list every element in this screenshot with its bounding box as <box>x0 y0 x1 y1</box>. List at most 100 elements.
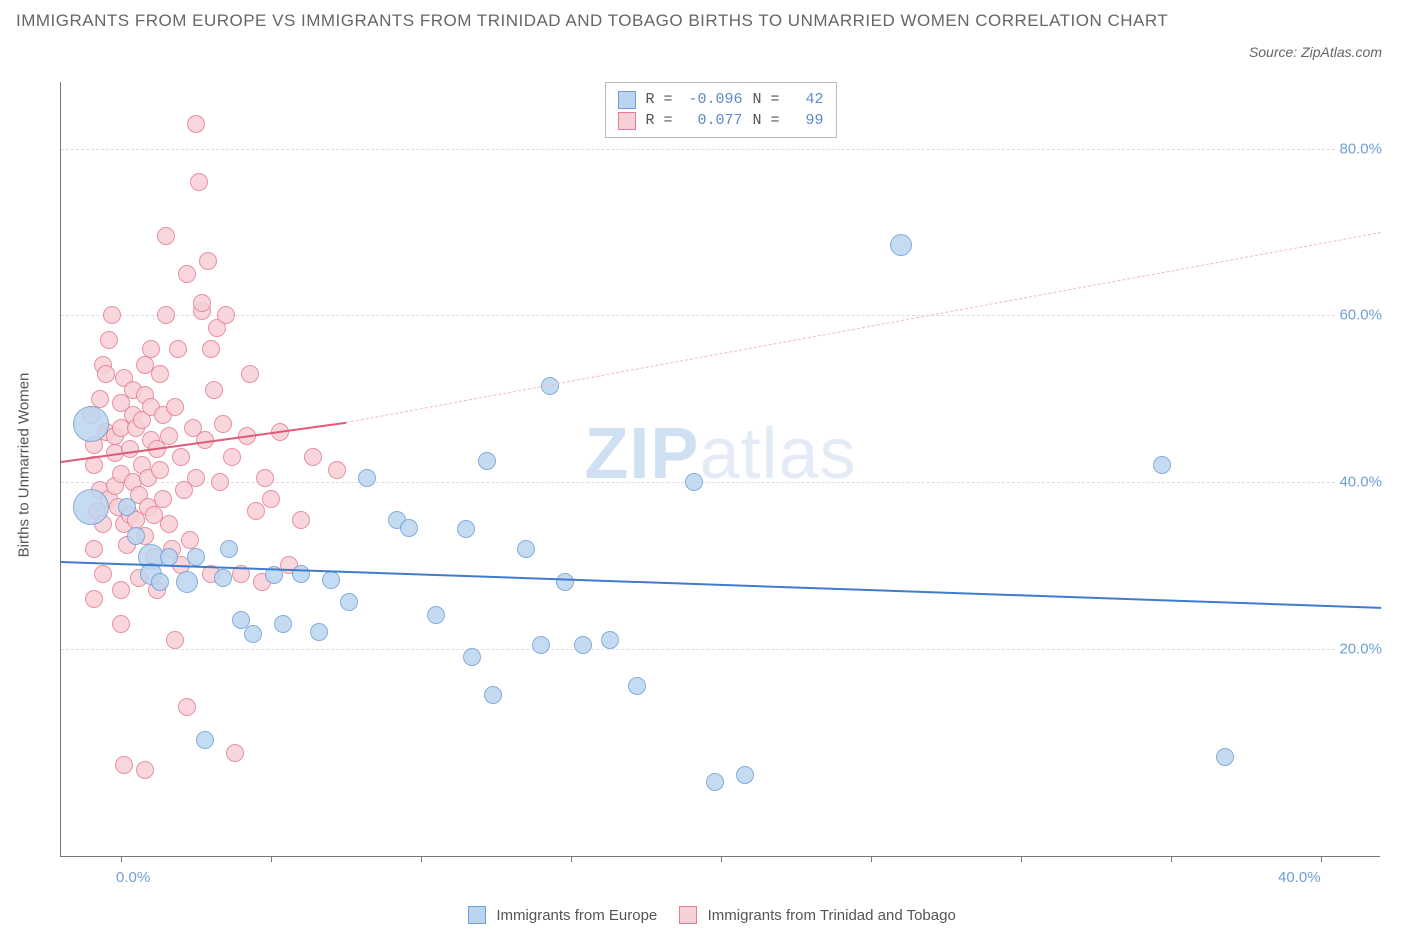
legend-n-label: N = <box>753 89 780 110</box>
scatter-point-b <box>94 565 112 583</box>
scatter-point-b <box>103 306 121 324</box>
scatter-point-b <box>85 540 103 558</box>
scatter-point-b <box>205 381 223 399</box>
scatter-point-b <box>202 340 220 358</box>
scatter-point-a <box>628 677 646 695</box>
legend-stats-row-b: R = 0.077 N = 99 <box>617 110 823 131</box>
scatter-point-b <box>190 173 208 191</box>
scatter-point-a <box>601 631 619 649</box>
scatter-point-b <box>178 698 196 716</box>
swatch-series-a <box>617 91 635 109</box>
legend-n-value-a: 42 <box>790 89 824 110</box>
scatter-point-b <box>211 473 229 491</box>
scatter-point-b <box>187 115 205 133</box>
scatter-point-a <box>176 571 198 593</box>
scatter-point-a <box>73 406 109 442</box>
legend-series: Immigrants from Europe Immigrants from T… <box>0 906 1406 924</box>
scatter-point-b <box>112 615 130 633</box>
scatter-point-a <box>220 540 238 558</box>
scatter-point-b <box>223 448 241 466</box>
scatter-point-a <box>292 565 310 583</box>
scatter-point-a <box>151 573 169 591</box>
scatter-point-a <box>478 452 496 470</box>
scatter-point-b <box>226 744 244 762</box>
legend-n-value-b: 99 <box>790 110 824 131</box>
x-tick-mark <box>721 856 722 862</box>
scatter-point-b <box>328 461 346 479</box>
scatter-point-a <box>484 686 502 704</box>
x-tick-mark <box>271 856 272 862</box>
legend-label-a: Immigrants from Europe <box>496 907 657 924</box>
scatter-point-b <box>154 490 172 508</box>
scatter-point-b <box>241 365 259 383</box>
scatter-point-a <box>160 548 178 566</box>
scatter-point-b <box>169 340 187 358</box>
legend-stats-row-a: R = -0.096 N = 42 <box>617 89 823 110</box>
scatter-point-a <box>556 573 574 591</box>
scatter-point-b <box>121 440 139 458</box>
x-tick-mark <box>1321 856 1322 862</box>
scatter-point-b <box>187 469 205 487</box>
scatter-point-b <box>100 331 118 349</box>
scatter-point-b <box>151 461 169 479</box>
swatch-series-b <box>617 112 635 130</box>
legend-r-value-a: -0.096 <box>683 89 743 110</box>
scatter-point-a <box>310 623 328 641</box>
scatter-point-a <box>1216 748 1234 766</box>
scatter-point-b <box>136 761 154 779</box>
scatter-point-a <box>517 540 535 558</box>
scatter-point-b <box>262 490 280 508</box>
scatter-point-a <box>457 520 475 538</box>
scatter-point-a <box>427 606 445 624</box>
y-tick-label: 80.0% <box>1335 140 1386 157</box>
y-tick-label: 40.0% <box>1335 474 1386 491</box>
scatter-point-b <box>166 398 184 416</box>
scatter-point-a <box>274 615 292 633</box>
scatter-point-b <box>172 448 190 466</box>
legend-r-value-b: 0.077 <box>683 110 743 131</box>
scatter-point-b <box>112 581 130 599</box>
y-tick-label: 20.0% <box>1335 640 1386 657</box>
scatter-point-b <box>85 590 103 608</box>
scatter-point-b <box>181 531 199 549</box>
scatter-point-a <box>73 489 109 525</box>
scatter-point-a <box>214 569 232 587</box>
scatter-point-b <box>247 502 265 520</box>
x-tick-mark <box>1021 856 1022 862</box>
x-tick-label-max: 40.0% <box>1278 869 1321 886</box>
swatch-series-b <box>679 906 697 924</box>
plot-area: ZIPatlas R = -0.096 N = 42 R = 0.077 N =… <box>60 82 1380 857</box>
scatter-point-b <box>292 511 310 529</box>
scatter-point-b <box>97 365 115 383</box>
scatter-point-a <box>358 469 376 487</box>
scatter-point-a <box>706 773 724 791</box>
scatter-point-a <box>736 766 754 784</box>
scatter-point-a <box>890 234 912 256</box>
gridline <box>61 315 1380 316</box>
x-tick-label-min: 0.0% <box>116 869 150 886</box>
scatter-point-b <box>256 469 274 487</box>
trendline-b-dash <box>346 232 1381 423</box>
x-tick-mark <box>121 856 122 862</box>
scatter-point-b <box>166 631 184 649</box>
scatter-point-b <box>160 515 178 533</box>
source-credit: Source: ZipAtlas.com <box>1249 44 1382 60</box>
scatter-point-a <box>400 519 418 537</box>
x-tick-mark <box>1171 856 1172 862</box>
y-axis-label: Births to Unmarried Women <box>16 373 33 558</box>
scatter-point-b <box>151 365 169 383</box>
scatter-point-a <box>187 548 205 566</box>
y-tick-label: 60.0% <box>1335 307 1386 324</box>
scatter-point-a <box>196 731 214 749</box>
scatter-point-a <box>322 571 340 589</box>
scatter-point-a <box>463 648 481 666</box>
chart-container: IMMIGRANTS FROM EUROPE VS IMMIGRANTS FRO… <box>0 0 1406 930</box>
scatter-point-a <box>244 625 262 643</box>
legend-stats: R = -0.096 N = 42 R = 0.077 N = 99 <box>604 82 836 138</box>
scatter-point-a <box>127 527 145 545</box>
scatter-point-b <box>304 448 322 466</box>
scatter-point-a <box>685 473 703 491</box>
chart-title: IMMIGRANTS FROM EUROPE VS IMMIGRANTS FRO… <box>16 8 1206 34</box>
scatter-point-b <box>160 427 178 445</box>
gridline <box>61 649 1380 650</box>
